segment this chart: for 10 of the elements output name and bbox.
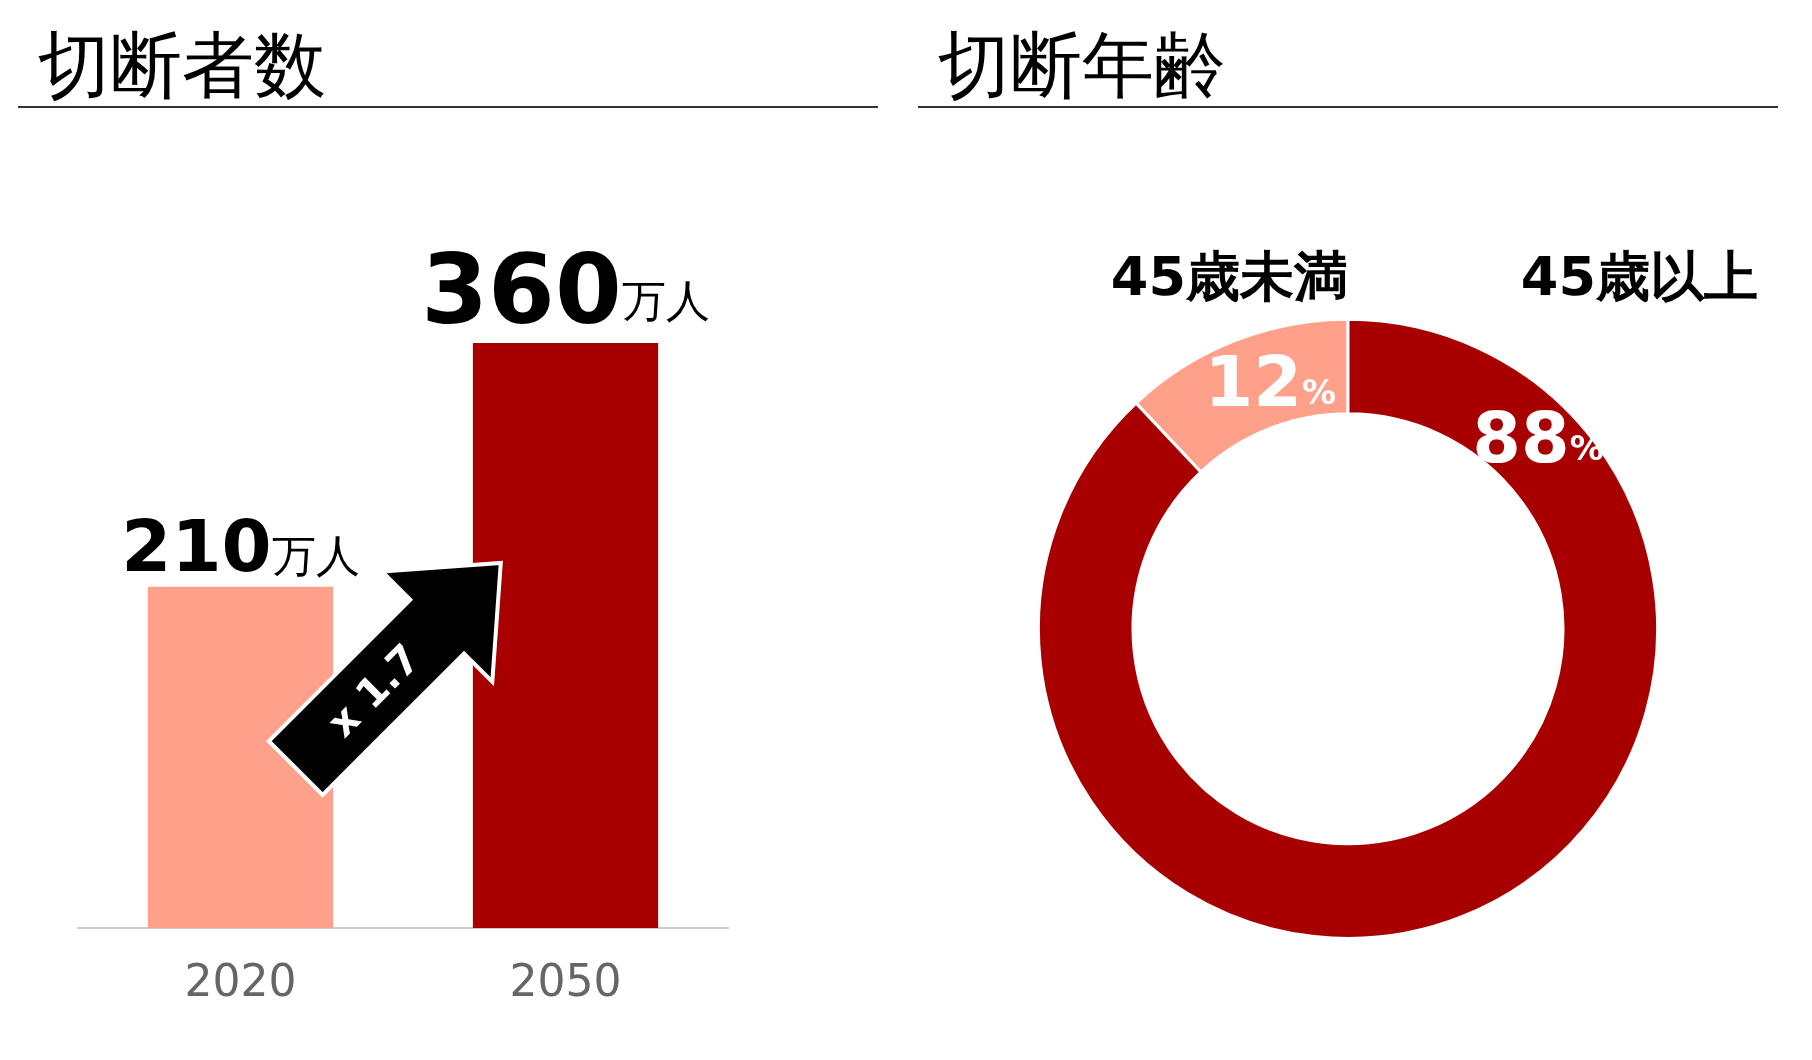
chart-title: 切断年齢 bbox=[918, 8, 1778, 108]
data-label: 360万人 bbox=[421, 234, 710, 346]
chart-title: 切断者数 bbox=[18, 8, 878, 108]
data-label: 12% bbox=[1204, 341, 1337, 424]
slice-label: 45歳以上 bbox=[1520, 244, 1758, 308]
x-tick-label: 2020 bbox=[184, 954, 297, 1006]
slice-label: 45歳未満 bbox=[1110, 244, 1348, 308]
annotation: x 1.7 bbox=[318, 634, 429, 746]
data-label: 210万人 bbox=[121, 503, 360, 588]
x-tick-label: 2050 bbox=[509, 954, 622, 1006]
